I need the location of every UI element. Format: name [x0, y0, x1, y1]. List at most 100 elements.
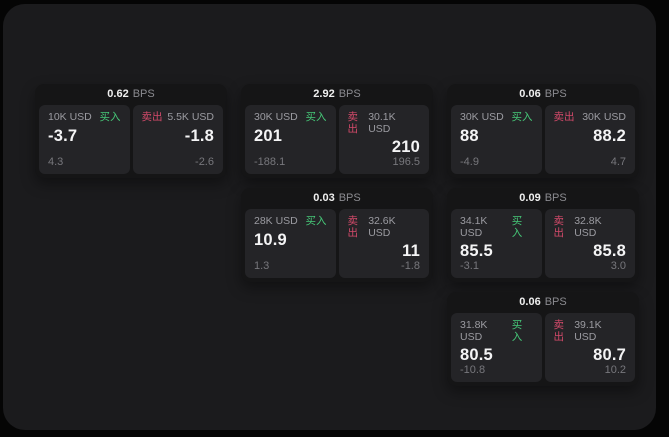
bps-unit: BPS — [338, 88, 361, 100]
app-window: 0.62 BPS 10K USD 买入 -3.7 4.3 卖出 5.5K USD — [3, 4, 656, 430]
buy-price: 88 — [460, 126, 479, 145]
buy-top-row: 10K USD 买入 — [48, 111, 121, 124]
sell-top-row: 卖出 30.1K USD — [347, 111, 421, 135]
sell-top-row: 卖出 32.8K USD — [553, 215, 627, 239]
sell-amount: 5.5K USD — [167, 111, 214, 123]
buy-panel[interactable]: 31.8K USD 买入 80.5 -10.8 — [451, 313, 542, 382]
bps-value: 0.03 — [313, 192, 335, 204]
buy-delta: 1.3 — [254, 260, 270, 272]
sell-panel[interactable]: 卖出 30K USD 88.2 4.7 — [544, 105, 635, 174]
sell-amount: 39.1K USD — [574, 319, 602, 343]
bps-value: 0.06 — [519, 296, 541, 308]
buy-top-row: 28K USD 买入 — [254, 215, 327, 228]
buy-amount: 28K USD — [254, 215, 298, 227]
bps-value: 0.62 — [107, 88, 129, 100]
quote-panels: 28K USD 买入 10.9 1.3 卖出 32.6K USD 11 -1.8 — [245, 209, 429, 278]
buy-amount: 30K USD — [254, 111, 298, 123]
buy-price: -3.7 — [48, 126, 78, 145]
sell-delta: 4.7 — [610, 156, 626, 168]
sell-panel[interactable]: 卖出 32.6K USD 11 -1.8 — [338, 209, 429, 278]
buy-amount: 10K USD — [48, 111, 92, 123]
bps-header: 0.03 BPS — [245, 188, 429, 209]
quote-card: 0.03 BPS 28K USD 买入 10.9 1.3 卖出 32.6K US… — [241, 188, 433, 282]
quote-card: 0.06 BPS 30K USD 买入 88 -4.9 卖出 30K USD — [447, 84, 639, 178]
buy-panel[interactable]: 28K USD 买入 10.9 1.3 — [245, 209, 336, 278]
quote-card: 0.62 BPS 10K USD 买入 -3.7 4.3 卖出 5.5K USD — [35, 84, 227, 178]
sell-amount: 30.1K USD — [368, 111, 396, 135]
sell-top-row: 卖出 30K USD — [553, 111, 627, 124]
bps-header: 0.06 BPS — [451, 84, 635, 105]
sell-top-row: 卖出 39.1K USD — [553, 319, 627, 343]
sell-top-row: 卖出 32.6K USD — [347, 215, 421, 239]
sell-side-label: 卖出 — [553, 319, 565, 343]
bps-header: 0.06 BPS — [451, 292, 635, 313]
buy-top-row: 34.1K USD 买入 — [460, 215, 533, 239]
buy-amount: 31.8K USD — [460, 319, 488, 343]
buy-top-row: 31.8K USD 买入 — [460, 319, 533, 343]
quote-card-grid: 0.62 BPS 10K USD 买入 -3.7 4.3 卖出 5.5K USD — [35, 84, 639, 386]
buy-delta: 4.3 — [48, 156, 64, 168]
buy-side-label: 买入 — [99, 111, 121, 123]
quote-panels: 30K USD 买入 88 -4.9 卖出 30K USD 88.2 4.7 — [451, 105, 635, 174]
sell-price: -1.8 — [184, 126, 214, 145]
buy-side-label: 买入 — [511, 215, 523, 239]
bps-header: 0.09 BPS — [451, 188, 635, 209]
buy-delta: -4.9 — [460, 156, 479, 168]
buy-panel[interactable]: 30K USD 买入 88 -4.9 — [451, 105, 542, 174]
bps-value: 2.92 — [313, 88, 335, 100]
bps-header: 0.62 BPS — [39, 84, 223, 105]
sell-price: 88.2 — [593, 126, 626, 145]
buy-delta: -188.1 — [254, 156, 286, 168]
buy-price: 80.5 — [460, 346, 493, 365]
bps-unit: BPS — [338, 192, 361, 204]
quote-card: 2.92 BPS 30K USD 买入 201 -188.1 卖出 30.1K … — [241, 84, 433, 178]
buy-top-row: 30K USD 买入 — [460, 111, 533, 124]
quote-panels: 10K USD 买入 -3.7 4.3 卖出 5.5K USD -1.8 -2.… — [39, 105, 223, 174]
bps-unit: BPS — [544, 296, 567, 308]
sell-side-label: 卖出 — [553, 111, 575, 123]
buy-amount: 30K USD — [460, 111, 504, 123]
sell-panel[interactable]: 卖出 39.1K USD 80.7 10.2 — [544, 313, 635, 382]
quote-panels: 34.1K USD 买入 85.5 -3.1 卖出 32.8K USD 85.8… — [451, 209, 635, 278]
buy-side-label: 买入 — [511, 111, 533, 123]
sell-top-row: 卖出 5.5K USD — [142, 111, 215, 124]
buy-side-label: 买入 — [305, 215, 327, 227]
sell-delta: 10.2 — [604, 364, 626, 377]
buy-price: 201 — [254, 126, 283, 145]
sell-price: 11 — [402, 242, 420, 261]
bps-unit: BPS — [544, 88, 567, 100]
sell-panel[interactable]: 卖出 5.5K USD -1.8 -2.6 — [132, 105, 223, 174]
sell-panel[interactable]: 卖出 32.8K USD 85.8 3.0 — [544, 209, 635, 278]
buy-price: 85.5 — [460, 242, 493, 261]
sell-price: 210 — [391, 138, 420, 157]
sell-price: 85.8 — [593, 242, 626, 261]
buy-delta: -10.8 — [460, 364, 486, 377]
bps-value: 0.09 — [519, 192, 541, 204]
quote-panels: 30K USD 买入 201 -188.1 卖出 30.1K USD 210 1… — [245, 105, 429, 174]
buy-price: 10.9 — [254, 230, 287, 249]
buy-panel[interactable]: 34.1K USD 买入 85.5 -3.1 — [451, 209, 542, 278]
bps-unit: BPS — [132, 88, 155, 100]
quote-panels: 31.8K USD 买入 80.5 -10.8 卖出 39.1K USD 80.… — [451, 313, 635, 382]
sell-delta: 3.0 — [610, 260, 626, 273]
sell-delta: -2.6 — [195, 156, 214, 168]
buy-panel[interactable]: 10K USD 买入 -3.7 4.3 — [39, 105, 130, 174]
buy-top-row: 30K USD 买入 — [254, 111, 327, 124]
sell-amount: 32.6K USD — [368, 215, 396, 239]
buy-side-label: 买入 — [511, 319, 523, 343]
sell-delta: -1.8 — [401, 260, 420, 273]
quote-card: 0.06 BPS 31.8K USD 买入 80.5 -10.8 卖出 39.1… — [447, 292, 639, 386]
sell-side-label: 卖出 — [553, 215, 565, 239]
bps-unit: BPS — [544, 192, 567, 204]
sell-amount: 32.8K USD — [574, 215, 602, 239]
buy-amount: 34.1K USD — [460, 215, 488, 239]
sell-amount: 30K USD — [582, 111, 626, 123]
quote-card: 0.09 BPS 34.1K USD 买入 85.5 -3.1 卖出 32.8K… — [447, 188, 639, 282]
buy-delta: -3.1 — [460, 260, 479, 273]
buy-panel[interactable]: 30K USD 买入 201 -188.1 — [245, 105, 336, 174]
sell-side-label: 卖出 — [347, 215, 359, 239]
sell-side-label: 卖出 — [347, 111, 359, 135]
buy-side-label: 买入 — [305, 111, 327, 123]
sell-panel[interactable]: 卖出 30.1K USD 210 196.5 — [338, 105, 429, 174]
bps-header: 2.92 BPS — [245, 84, 429, 105]
